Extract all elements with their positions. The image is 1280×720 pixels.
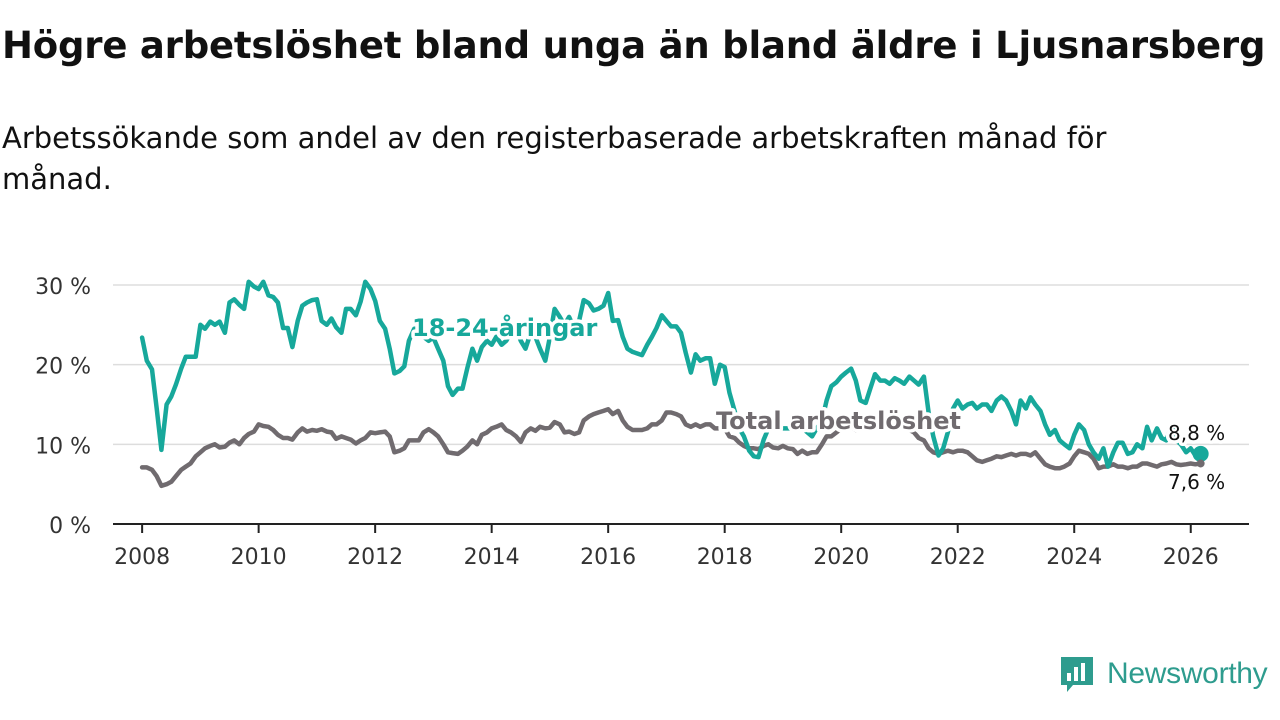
y-tick-label: 10 %: [35, 434, 91, 459]
y-tick-label: 20 %: [35, 355, 91, 380]
newsworthy-logo[interactable]: Newsworthy: [1059, 654, 1268, 694]
chart-title: Högre arbetslöshet bland unga än bland ä…: [2, 24, 1266, 67]
youth-end-marker: [1192, 445, 1209, 462]
x-tick-label: 2026: [1163, 545, 1219, 570]
series-label-youth: 18-24-åringar: [412, 313, 597, 342]
series-lines: [139, 279, 1209, 489]
gridlines: [113, 284, 1249, 446]
series-line-total: [139, 407, 1203, 489]
series-labels: 18-24-åringar Total arbetslöshet 8,8 % 7,6 …: [409, 310, 1229, 498]
newsworthy-logo-icon: [1061, 657, 1093, 692]
x-tick-label: 2012: [347, 545, 403, 570]
x-tick-label: 2022: [930, 545, 986, 570]
y-tick-label: 0 %: [49, 514, 91, 539]
chart-subtitle: Arbetssökande som andel av den registerb…: [2, 121, 1107, 196]
x-tick-label: 2010: [231, 545, 287, 570]
x-tick-label: 2008: [114, 545, 170, 570]
y-tick-label: 30 %: [35, 275, 91, 300]
brand-name: Newsworthy: [1107, 657, 1268, 690]
x-tick-label: 2016: [580, 545, 636, 570]
x-tick-label: 2020: [813, 545, 869, 570]
x-tick-label: 2018: [697, 545, 753, 570]
x-tick-label: 2024: [1046, 545, 1102, 570]
x-axis-ticks: 2008 2010 2012 2014 2016 2018 2020 2022 2024 2026: [114, 524, 1219, 570]
series-line-youth: [139, 279, 1203, 469]
total-end-marker: [1196, 459, 1205, 468]
end-value-youth: 8,8 %: [1168, 421, 1225, 445]
y-axis-ticks: 0 % 10 % 20 % 30 %: [35, 275, 91, 539]
series-label-total: Total arbetslöshet: [716, 407, 961, 435]
end-value-total: 7,6 %: [1168, 470, 1225, 494]
x-tick-label: 2014: [464, 545, 520, 570]
